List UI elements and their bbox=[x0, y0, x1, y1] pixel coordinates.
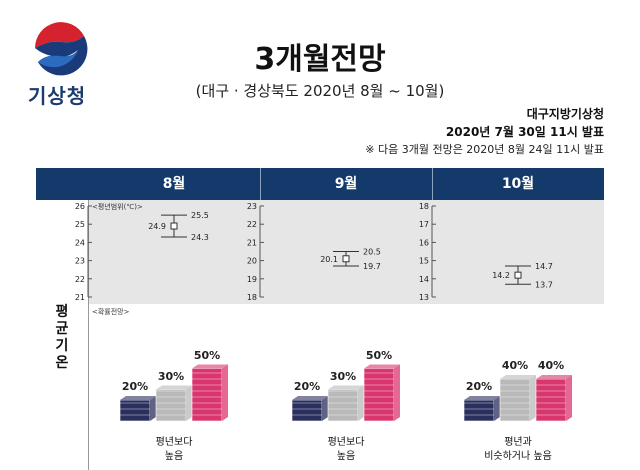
probability-label: 30% bbox=[157, 369, 185, 383]
y-tick-label: 19 bbox=[247, 275, 257, 284]
next-issue-notice: ※ 다음 3개월 전망은 2020년 8월 24일 11시 발표 bbox=[365, 143, 604, 156]
y-tick-label: 18 bbox=[247, 293, 257, 302]
normal-stack bbox=[499, 378, 531, 422]
row-label-cell bbox=[36, 200, 88, 470]
range-low-label: 24.3 bbox=[191, 233, 209, 242]
logo-text: 기상청 bbox=[28, 84, 87, 108]
range-mid-marker bbox=[170, 222, 178, 230]
below-normal-stack-top bbox=[292, 396, 328, 400]
table-header bbox=[36, 168, 604, 200]
probability-label: 50% bbox=[193, 348, 221, 362]
probability-label: 40% bbox=[501, 359, 529, 372]
y-tick-label: 22 bbox=[75, 275, 85, 284]
forecast-category: 평년보다 높음 bbox=[155, 437, 193, 462]
range-low-label: 13.7 bbox=[535, 280, 553, 289]
kma-logo-icon bbox=[33, 21, 89, 77]
y-tick-label: 23 bbox=[75, 257, 85, 266]
y-tick-label: 25 bbox=[75, 220, 85, 229]
page-subtitle: (대구 · 경상북도 2020년 8월 ~ 10월) bbox=[195, 82, 445, 100]
y-tick-label: 13 bbox=[419, 293, 429, 302]
below-normal-stack-side bbox=[494, 396, 500, 421]
below-normal-stack-side bbox=[322, 396, 328, 421]
range-high-label: 14.7 bbox=[535, 262, 553, 271]
issuer: 대구지방기상청 bbox=[526, 107, 604, 121]
above-normal-stack-side bbox=[566, 375, 572, 421]
y-tick-label: 14 bbox=[419, 275, 429, 284]
month-header-sep: 9월 bbox=[334, 176, 358, 192]
y-tick-label: 16 bbox=[419, 238, 429, 247]
y-tick-label: 21 bbox=[75, 293, 85, 302]
header-divider bbox=[260, 168, 261, 200]
range-mid-label: 14.2 bbox=[492, 271, 510, 280]
y-tick-label: 15 bbox=[419, 257, 429, 266]
y-tick-label: 26 bbox=[75, 202, 85, 211]
probability-label: 50% bbox=[365, 348, 393, 362]
y-tick-label: 22 bbox=[247, 220, 257, 229]
y-tick-label: 23 bbox=[247, 202, 257, 211]
probability-label: <확률전망> bbox=[92, 308, 130, 316]
y-tick-label: 17 bbox=[419, 220, 429, 229]
table-vertical-divider bbox=[88, 200, 89, 470]
probability-label: 30% bbox=[329, 369, 357, 383]
normal-stack-side bbox=[186, 385, 192, 421]
probability-label: 20% bbox=[465, 380, 493, 393]
above-normal-stack-side bbox=[394, 364, 400, 421]
range-mid-label: 20.1 bbox=[320, 255, 338, 264]
above-normal-stack bbox=[363, 368, 395, 422]
header-divider bbox=[432, 168, 433, 200]
range-mid-label: 24.9 bbox=[148, 222, 166, 231]
normal-stack bbox=[327, 389, 359, 422]
forecast-category: 평년과 비슷하거나 높음 bbox=[484, 437, 552, 462]
range-mid-marker bbox=[514, 271, 522, 279]
row-label: 평균기온 bbox=[55, 304, 69, 371]
above-normal-stack-top bbox=[536, 375, 572, 379]
month-header-oct: 10월 bbox=[501, 176, 535, 192]
forecast-category: 평년보다 높음 bbox=[327, 437, 365, 462]
range-label: <평년범위(℃)> bbox=[92, 203, 143, 211]
y-tick-label: 21 bbox=[247, 238, 257, 247]
normal-stack-side bbox=[358, 385, 364, 421]
normal-stack-top bbox=[500, 375, 536, 379]
above-normal-stack-top bbox=[192, 364, 228, 369]
normal-stack-top bbox=[328, 385, 364, 390]
range-low-label: 19.7 bbox=[363, 262, 381, 271]
y-tick-label: 24 bbox=[75, 238, 85, 247]
month-header-aug: 8월 bbox=[162, 176, 186, 192]
y-tick-label: 20 bbox=[247, 257, 257, 266]
probability-label: 20% bbox=[121, 380, 149, 393]
y-tick-label: 18 bbox=[419, 202, 429, 211]
issue-time: 2020년 7월 30일 11시 발표 bbox=[445, 125, 604, 139]
normal-stack-top bbox=[156, 385, 192, 390]
range-high-label: 25.5 bbox=[191, 211, 209, 220]
probability-label: 20% bbox=[293, 380, 321, 393]
below-normal-stack-side bbox=[150, 396, 156, 421]
normal-stack bbox=[155, 389, 187, 422]
range-high-label: 20.5 bbox=[363, 248, 381, 257]
above-normal-stack-top bbox=[364, 364, 400, 369]
page-title: 3개월전망 bbox=[254, 42, 386, 77]
normal-stack-side bbox=[530, 375, 536, 421]
above-normal-stack-side bbox=[222, 364, 228, 421]
below-normal-stack-top bbox=[120, 396, 156, 400]
above-normal-stack bbox=[535, 378, 567, 422]
below-normal-stack-top bbox=[464, 396, 500, 400]
probability-label: 40% bbox=[537, 359, 565, 372]
range-mid-marker bbox=[342, 255, 350, 263]
above-normal-stack bbox=[191, 368, 223, 422]
